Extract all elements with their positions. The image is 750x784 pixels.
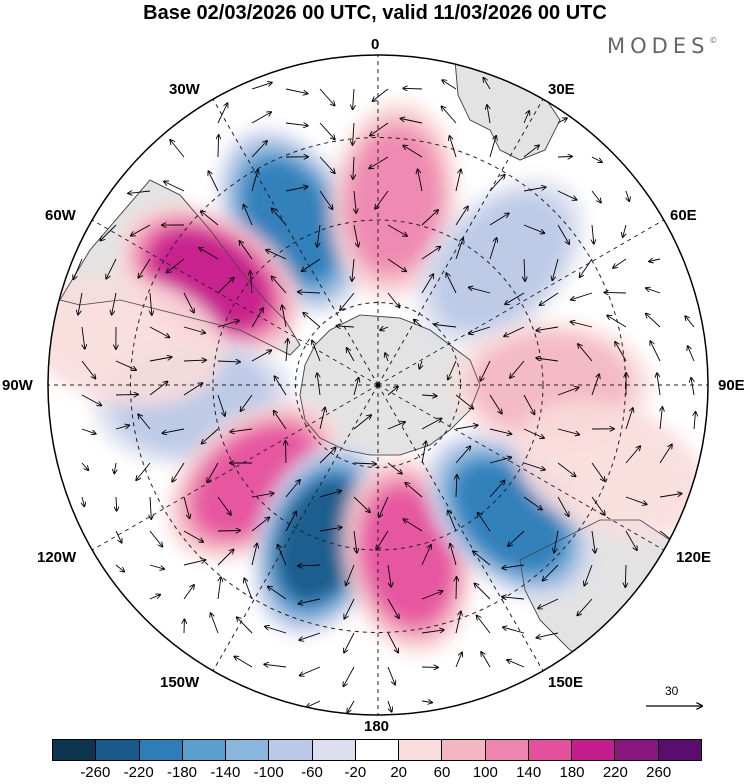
colorbar-tick-label: 60: [434, 764, 451, 781]
colorbar-cell: [53, 740, 95, 760]
colorbar-tick-label: 140: [516, 764, 541, 781]
colorbar-cell: [312, 740, 355, 760]
colorbar-tick-label: -220: [124, 764, 154, 781]
colorbar-cell: [658, 740, 701, 760]
reference-vector-label: 30: [665, 684, 678, 698]
colorbar-cell: [268, 740, 311, 760]
colorbar: [52, 739, 702, 761]
colorbar-tick-label: -20: [344, 764, 366, 781]
colorbar-tick-label: 260: [646, 764, 671, 781]
colorbar-tick-label: -260: [80, 764, 110, 781]
lon-label-150e: 150E: [548, 674, 583, 691]
colorbar-tick-label: -140: [210, 764, 240, 781]
colorbar-cell: [485, 740, 528, 760]
lon-label-30w: 30W: [169, 81, 200, 98]
colorbar-tick-label: -60: [301, 764, 323, 781]
colorbar-tick-label: 100: [473, 764, 498, 781]
wind-vector: [604, 292, 626, 293]
lon-label-60w: 60W: [45, 207, 76, 224]
colorbar-cell: [441, 740, 484, 760]
wind-vector: [218, 531, 240, 532]
wind-vector: [286, 441, 287, 463]
colorbar-cell: [614, 740, 657, 760]
wind-vector: [116, 395, 138, 396]
colorbar-tick-label: 180: [559, 764, 584, 781]
colorbar-tick-label: -180: [167, 764, 197, 781]
colorbar-ticks: -260 -220 -180 -140 -100 -60 -20 20 60 100 140 180 2…: [0, 764, 750, 784]
wind-vector: [456, 577, 457, 599]
wind-vector: [558, 157, 572, 158]
lon-label-60e: 60E: [670, 207, 697, 224]
colorbar-cell: [528, 740, 571, 760]
lon-label-0: 0: [371, 36, 379, 53]
lon-label-120e: 120E: [676, 549, 711, 566]
lon-label-90e: 90E: [718, 377, 745, 394]
colorbar-cell: [225, 740, 268, 760]
colorbar-cell: [139, 740, 182, 760]
lon-label-90w: 90W: [2, 377, 33, 394]
colorbar-tick-label: 220: [603, 764, 628, 781]
wind-vector: [218, 135, 219, 157]
colorbar-cell: [95, 740, 138, 760]
colorbar-cell: [571, 740, 614, 760]
lon-label-120w: 120W: [37, 549, 76, 566]
lon-label-180: 180: [364, 718, 389, 735]
lon-label-150w: 150W: [160, 674, 199, 691]
lon-label-30e: 30E: [548, 81, 575, 98]
colorbar-tick-label: -100: [254, 764, 284, 781]
colorbar-cell: [182, 740, 225, 760]
colorbar-cell: [355, 740, 398, 760]
south-pole-dot: [376, 383, 380, 387]
colorbar-tick-label: 20: [390, 764, 407, 781]
colorbar-cell: [398, 740, 441, 760]
